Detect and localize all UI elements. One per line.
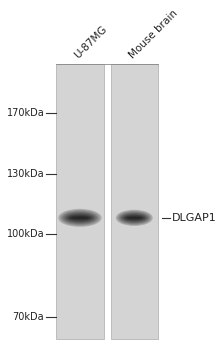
Ellipse shape <box>70 216 89 220</box>
Text: 130kDa: 130kDa <box>7 169 44 179</box>
Text: U-87MG: U-87MG <box>73 24 109 61</box>
Ellipse shape <box>67 214 93 222</box>
Bar <box>111 64 158 339</box>
Ellipse shape <box>124 215 145 221</box>
Text: 170kDa: 170kDa <box>6 108 44 118</box>
Ellipse shape <box>69 215 91 220</box>
Ellipse shape <box>58 209 102 227</box>
Ellipse shape <box>64 212 95 223</box>
Ellipse shape <box>60 210 100 226</box>
Text: 100kDa: 100kDa <box>7 229 44 239</box>
Ellipse shape <box>122 214 146 222</box>
Ellipse shape <box>61 211 99 225</box>
Ellipse shape <box>63 211 97 224</box>
Bar <box>56 64 104 339</box>
Ellipse shape <box>127 217 141 219</box>
Ellipse shape <box>72 217 88 219</box>
Ellipse shape <box>121 213 148 223</box>
Ellipse shape <box>118 211 150 224</box>
Ellipse shape <box>126 216 143 219</box>
Text: 70kDa: 70kDa <box>13 312 44 322</box>
Ellipse shape <box>66 214 94 222</box>
Text: Mouse brain: Mouse brain <box>127 8 180 61</box>
Ellipse shape <box>125 215 144 220</box>
Ellipse shape <box>116 210 153 226</box>
Ellipse shape <box>117 211 151 225</box>
Text: DLGAP1: DLGAP1 <box>172 213 217 223</box>
Ellipse shape <box>120 212 149 224</box>
